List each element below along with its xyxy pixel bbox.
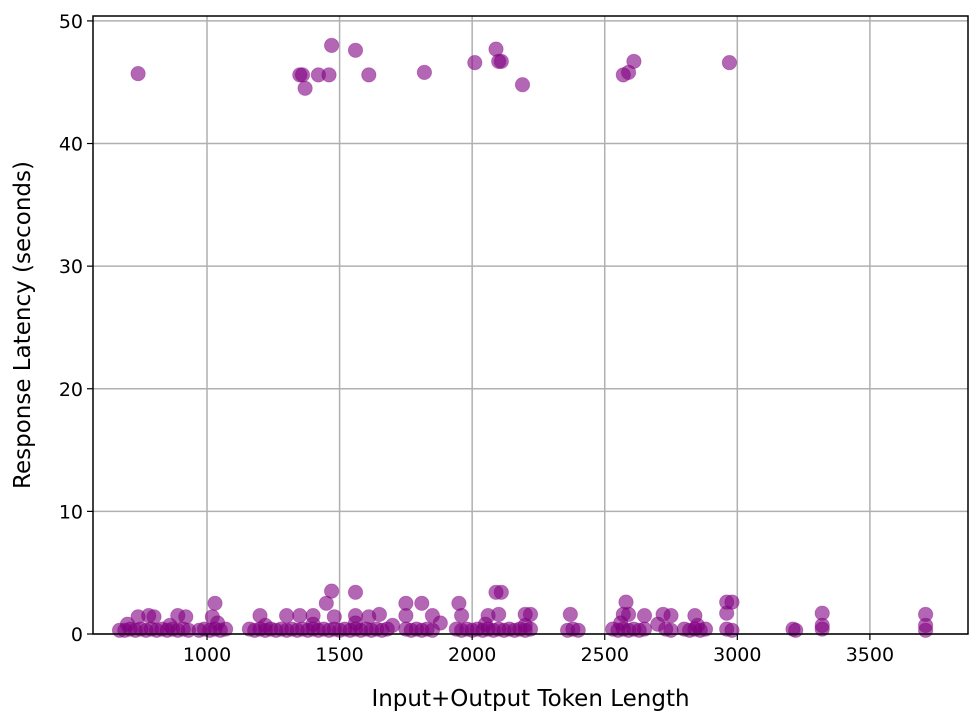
data-point — [130, 66, 146, 82]
y-tick-label: 0 — [71, 624, 83, 646]
data-point — [323, 37, 340, 54]
data-point — [451, 595, 467, 611]
data-point — [721, 54, 738, 71]
x-tick-label: 2500 — [581, 644, 629, 666]
data-point — [514, 77, 531, 93]
data-point — [570, 622, 586, 638]
grid — [93, 16, 968, 635]
axis-ticks: 1000 1500 2000 2500 3000 3500 0 10 20 30 40 50 — [59, 11, 894, 666]
data-point — [361, 67, 377, 83]
data-point — [719, 605, 735, 621]
y-tick-label: 30 — [59, 256, 83, 278]
data-point — [562, 606, 578, 623]
data-point — [347, 42, 364, 58]
data-point — [788, 622, 804, 638]
data-point — [663, 622, 679, 638]
y-tick-label: 20 — [59, 379, 83, 401]
data-point — [297, 80, 313, 96]
data-point — [814, 621, 830, 637]
data-point — [467, 54, 483, 71]
data-point — [626, 53, 642, 70]
y-tick-label: 40 — [59, 134, 83, 156]
data-point — [522, 621, 539, 637]
data-point — [321, 67, 337, 83]
data-point — [178, 609, 194, 625]
x-tick-label: 2000 — [448, 644, 496, 666]
data-point — [491, 606, 507, 623]
data-point — [294, 67, 311, 83]
x-axis-title: Input+Output Token Length — [371, 686, 689, 712]
y-axis-title: Response Latency (seconds) — [10, 161, 36, 489]
x-tick-label: 1500 — [315, 644, 363, 666]
data-point — [207, 595, 223, 611]
data-point — [278, 607, 295, 624]
data-point — [218, 621, 234, 637]
plot-frame — [92, 15, 969, 635]
x-tick-label: 1000 — [183, 644, 231, 666]
y-tick-label: 50 — [59, 11, 83, 33]
data-point — [416, 64, 432, 81]
data-point — [917, 622, 934, 638]
data-point — [146, 609, 162, 625]
data-point — [398, 607, 414, 624]
data-point — [697, 621, 714, 637]
data-point — [424, 622, 440, 638]
data-point — [414, 595, 430, 611]
data-point — [323, 583, 340, 599]
data-point — [318, 595, 334, 611]
data-point — [379, 621, 395, 637]
x-tick-label: 3500 — [846, 644, 894, 666]
y-tick-label: 10 — [59, 501, 83, 523]
data-point — [292, 607, 308, 624]
data-point — [636, 621, 653, 637]
data-point — [347, 584, 364, 600]
data-point — [493, 53, 509, 70]
data-point — [371, 606, 387, 623]
data-point — [618, 594, 634, 610]
data-point — [453, 607, 470, 624]
x-tick-label: 3000 — [713, 644, 761, 666]
data-point — [493, 584, 509, 600]
data-point — [636, 607, 653, 624]
data-points — [111, 37, 934, 638]
data-point — [663, 607, 679, 624]
